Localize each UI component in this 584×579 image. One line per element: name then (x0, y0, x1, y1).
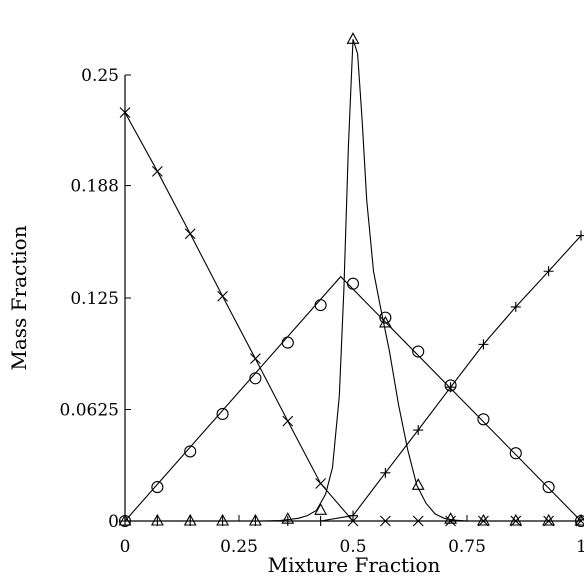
series-x-point-3 (217, 290, 228, 302)
series-triangle-point-9 (411, 478, 425, 490)
series-+-point-7 (348, 510, 358, 521)
series-circle-point-4 (249, 372, 262, 385)
x-tick-label-1: 0.25 (220, 537, 258, 557)
series-+-point-6 (315, 516, 326, 526)
series-triangle-point-12 (509, 513, 523, 526)
series-circle-point-5 (281, 336, 294, 349)
series-triangle-point-10 (444, 512, 458, 524)
series-line-triangle (125, 39, 581, 522)
series-x-point-10 (445, 515, 456, 527)
y-tick-label-0: 0 (108, 512, 119, 532)
series-triangle-point-3 (216, 513, 230, 526)
series-+-point-9 (413, 425, 424, 436)
series-triangle-point-2 (183, 513, 197, 526)
series-+-point-5 (282, 516, 293, 526)
tick-labels: 0 0.25 0.5 0.75 1 0 0.0625 0.125 0.188 0.25 (60, 66, 584, 557)
series-circle-point-2 (184, 445, 197, 458)
series-circle-point-10 (444, 379, 457, 392)
y-axis-title: Mass Fraction (7, 225, 31, 370)
series-x-point-4 (250, 353, 261, 365)
series-triangle-point-8 (378, 315, 392, 328)
ticks (124, 74, 582, 522)
series-triangle-point-7 (346, 32, 360, 44)
axes (124, 75, 581, 522)
series-+-point-11 (478, 339, 489, 350)
x-tick-label-3: 0.75 (448, 537, 486, 557)
series-triangle-point-11 (476, 513, 490, 526)
series-circle-point-1 (151, 481, 164, 494)
series-circle-point-3 (216, 407, 229, 421)
series-circle-point-13 (542, 481, 555, 494)
series-+-point-14 (576, 230, 584, 241)
series-+-point-8 (380, 467, 391, 478)
series-circle-point-9 (412, 345, 425, 358)
x-tick-label-4: 1 (576, 537, 584, 557)
series-triangle-point-0 (118, 513, 132, 526)
y-tick-label-4: 0.25 (81, 66, 119, 86)
series-x-point-14 (575, 515, 584, 527)
series-markers (118, 32, 584, 528)
series-x-point-9 (412, 515, 424, 527)
y-tick-label-3: 0.188 (70, 177, 119, 197)
series-x-point-13 (543, 515, 555, 527)
series-triangle-point-4 (248, 513, 262, 526)
series-x-point-2 (184, 228, 196, 240)
series-circle-point-6 (314, 299, 327, 312)
series-triangle-point-6 (314, 503, 328, 515)
series-line-circle (124, 275, 582, 522)
series-triangle-point-5 (281, 512, 295, 524)
series-+-point-12 (510, 301, 521, 312)
series-line-x (124, 112, 581, 522)
y-tick-label-2: 0.125 (70, 289, 119, 309)
series-circle-point-7 (346, 277, 360, 290)
series-circle-point-11 (477, 413, 490, 426)
x-tick-label-0: 0 (120, 537, 131, 557)
series-triangle-point-1 (150, 513, 164, 526)
series-x-point-7 (347, 515, 359, 527)
series-triangle-point-13 (542, 513, 556, 526)
x-tick-label-2: 0.5 (339, 537, 366, 557)
series-x-point-11 (478, 515, 489, 527)
series-x-point-12 (510, 515, 522, 527)
series-x-point-6 (315, 478, 327, 489)
series-circle-point-12 (509, 447, 522, 460)
series-x-point-5 (282, 415, 294, 427)
y-tick-label-1: 0.0625 (60, 401, 119, 421)
series-x-point-8 (379, 515, 391, 527)
series-circle-point-8 (379, 311, 392, 324)
series-+-point-13 (543, 266, 554, 277)
series-x-point-1 (151, 165, 163, 177)
x-axis-title: Mixture Fraction (268, 553, 441, 577)
series-x-point-0 (119, 107, 131, 118)
